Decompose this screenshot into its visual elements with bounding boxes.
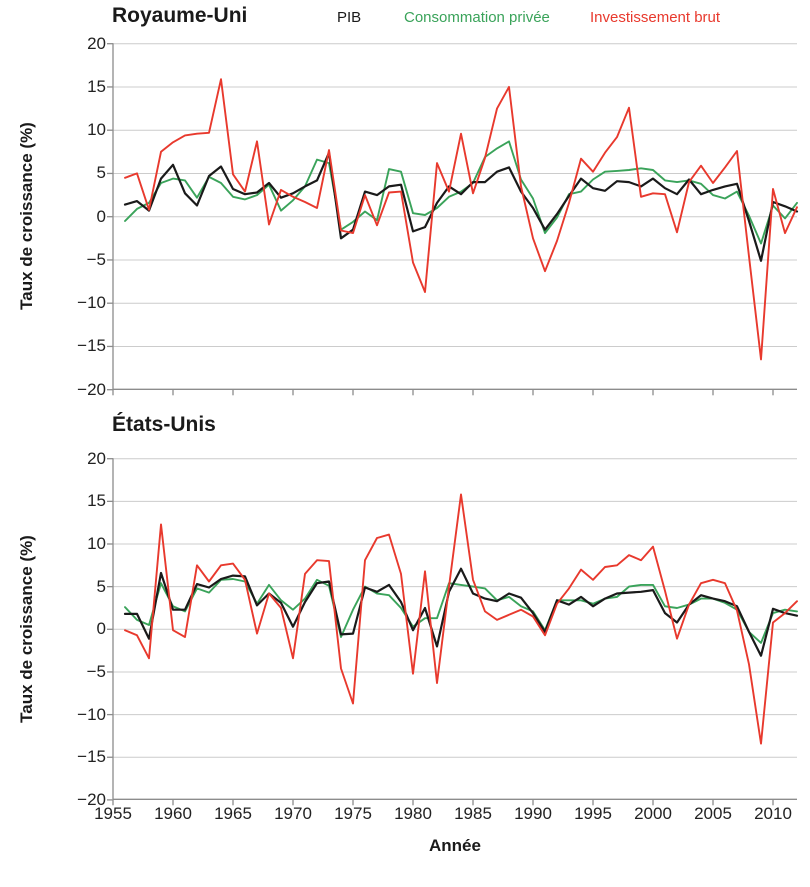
legend-investissement-brut: Investissement brut: [590, 9, 721, 26]
uk-chart-title: Royaume-Uni: [112, 4, 248, 27]
y-tick-label: 20: [87, 448, 106, 468]
x-tick-label: 2005: [694, 804, 732, 823]
y-tick-label: −20: [77, 789, 106, 809]
y-tick-label: −15: [77, 747, 106, 767]
legend-consommation-privee: Consommation privée: [404, 9, 550, 26]
consommation-line: [124, 578, 798, 644]
consommation-line: [124, 140, 798, 245]
us-y-axis-label: Taux de croissance (%): [17, 534, 36, 723]
investissement-line: [124, 493, 798, 745]
y-tick-label: −5: [86, 249, 106, 269]
x-tick-label: 1990: [514, 804, 552, 823]
x-tick-label: 1955: [94, 804, 132, 823]
x-tick-label: 2000: [634, 804, 672, 823]
uk-y-axis-label: Taux de croissance (%): [17, 122, 36, 311]
investissement-line: [124, 78, 798, 361]
x-tick-label: 1985: [454, 804, 492, 823]
x-tick-label: 1975: [334, 804, 372, 823]
y-tick-label: 5: [96, 163, 106, 183]
y-tick-label: 10: [87, 120, 106, 140]
x-tick-label: 1980: [394, 804, 432, 823]
x-tick-label: 1965: [214, 804, 252, 823]
us-chart-title: États-Unis: [112, 413, 216, 436]
x-tick-label: 2010: [754, 804, 792, 823]
pib-line: [123, 151, 799, 262]
legend-pib: PIB: [337, 9, 362, 26]
x-axis-label: Année: [429, 836, 481, 855]
y-tick-label: −10: [77, 293, 106, 313]
y-tick-label: −5: [86, 661, 106, 681]
x-tick-label: 1995: [574, 804, 612, 823]
pib-line: [123, 567, 799, 657]
y-tick-label: 10: [87, 534, 106, 553]
y-tick-label: 0: [96, 619, 106, 639]
x-tick-label: 1970: [274, 804, 312, 823]
y-tick-label: −20: [77, 379, 106, 399]
y-tick-label: −10: [77, 704, 106, 724]
y-tick-label: 15: [87, 76, 106, 96]
y-tick-label: −15: [77, 336, 106, 356]
y-tick-label: 0: [96, 206, 106, 226]
y-tick-label: 15: [87, 491, 106, 511]
y-tick-label: 5: [96, 576, 106, 596]
x-tick-label: 1960: [154, 804, 192, 823]
y-tick-label: 20: [87, 33, 106, 53]
